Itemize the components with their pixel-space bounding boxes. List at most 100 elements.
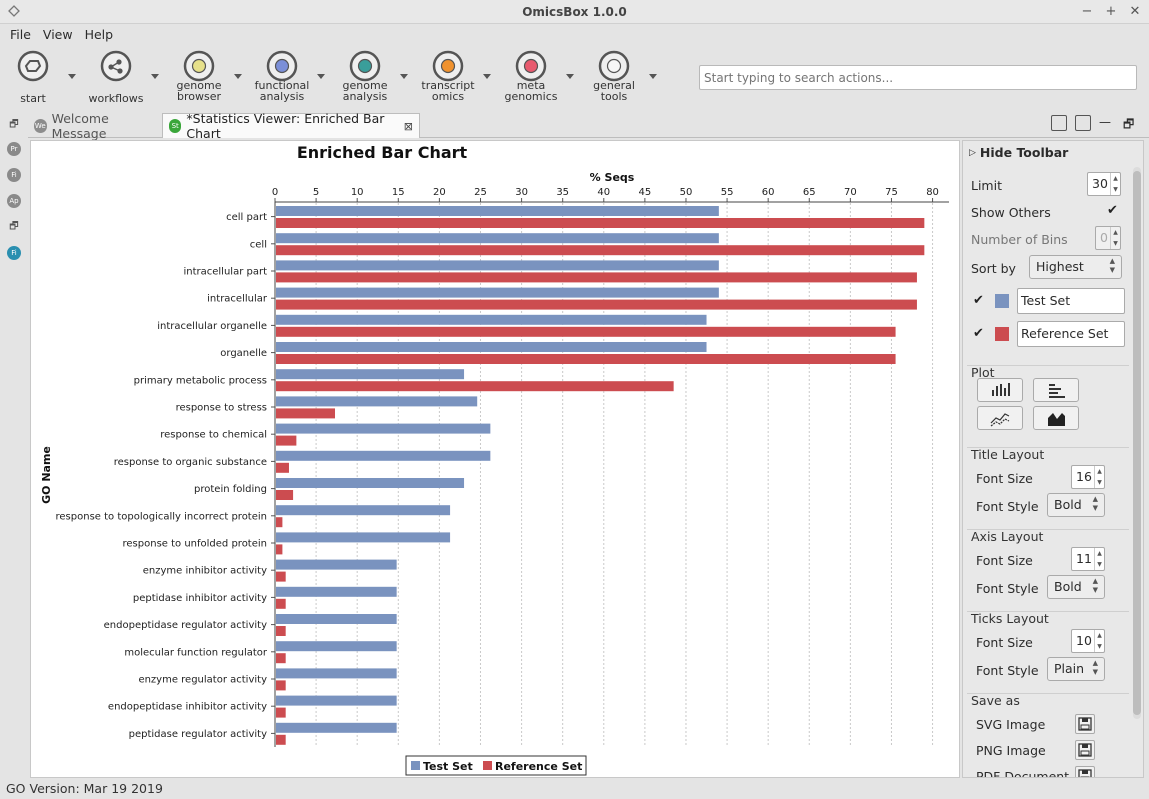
bar-test-set [276,287,719,298]
panel-scrollbar[interactable] [1133,167,1141,719]
title-bar: OmicsBox 1.0.0 − + ✕ [0,0,1149,24]
tool-start-button[interactable]: start [0,46,76,106]
tool-general-tools-button[interactable]: general tools [579,46,657,106]
test-set-checkbox[interactable]: ✔ [973,293,984,308]
side-view-fi-icon-2[interactable]: Fi [7,246,21,260]
dropdown-arrow-icon[interactable] [68,72,76,80]
menu-view[interactable]: View [42,26,73,42]
bar-test-set [276,722,397,733]
spinner-arrows-icon[interactable]: ▲ ▼ [1094,548,1104,570]
spinner-arrows-icon[interactable]: ▲ ▼ [1110,227,1120,249]
tool-label-line: omics [431,90,465,103]
save-png-button[interactable] [1075,740,1095,760]
dropdown-arrow-icon[interactable] [649,72,657,80]
y-tick-label: response to organic substance [114,457,267,468]
title-font-size-spinner[interactable]: 16 ▲ ▼ [1071,465,1105,489]
bins-spinner[interactable]: 0 ▲ ▼ [1095,226,1121,250]
axis-font-size-label: Font Size [976,553,1033,568]
dropdown-arrow-icon[interactable] [317,72,325,80]
side-view-fi-icon[interactable]: Fi [7,168,21,182]
hide-toolbar-toggle[interactable]: ▷ Hide Toolbar [969,145,1068,160]
maximize-view-icon[interactable]: 🗗 [1123,117,1135,131]
close-tab-icon[interactable]: ⊠ [403,119,413,133]
horizontal-bar-plot-button[interactable] [1033,378,1079,402]
bar-test-set [276,314,707,325]
tool-genome-browser-button[interactable]: genome browser [164,46,242,106]
dropdown-arrow-icon[interactable] [234,72,242,80]
menu-file[interactable]: File [10,26,31,42]
y-tick-label: enzyme inhibitor activity [143,566,267,577]
spinner-arrows-icon[interactable]: ▲ ▼ [1094,630,1104,652]
x-axis-label: % Seqs [590,171,635,184]
number-of-bins-label: Number of Bins [971,232,1068,247]
tab-welcome-message[interactable]: We Welcome Message [28,111,162,141]
legend-label: Test Set [423,760,473,773]
close-icon[interactable]: ✕ [1129,3,1141,19]
test-set-color-swatch[interactable] [995,294,1009,308]
title-font-style-select[interactable]: Bold ▲ ▼ [1047,493,1105,517]
bar-reference-set [276,517,283,528]
save-icon[interactable] [1051,115,1067,131]
sort-by-select[interactable]: Highest ▲ ▼ [1029,255,1122,279]
tool-transcript-omics-button[interactable]: transcript omics [413,46,491,106]
spinner-arrows-icon[interactable]: ▲ ▼ [1110,173,1120,195]
sort-by-label: Sort by [971,261,1016,276]
area-plot-button[interactable] [1033,406,1079,430]
line-plot-button[interactable] [977,406,1023,430]
search-actions-input[interactable] [699,65,1137,90]
restore-icon-2[interactable]: 🗗 [9,220,19,232]
side-view-pr-icon[interactable]: Pr [7,142,21,156]
ticks-font-size-spinner[interactable]: 10 ▲ ▼ [1071,629,1105,653]
minimize-view-icon[interactable]: — [1099,115,1111,129]
y-tick-label: response to chemical [160,430,267,441]
axis-font-size-spinner[interactable]: 11 ▲ ▼ [1071,547,1105,571]
save-all-icon[interactable] [1075,115,1091,131]
vertical-bar-plot-button[interactable] [977,378,1023,402]
tool-workflows-button[interactable]: workflows [81,46,159,106]
y-tick-label: organelle [220,348,267,359]
side-view-ap-icon[interactable]: Ap [7,194,21,208]
bar-reference-set [276,272,917,283]
title-layout-group: Title Layout Font Size 16 ▲ ▼ Font Style … [967,447,1129,527]
dropdown-arrow-icon[interactable] [400,72,408,80]
start-icon [17,50,49,82]
minimize-icon[interactable]: − [1081,3,1093,19]
bar-test-set [276,342,707,352]
save-pdf-button[interactable] [1075,766,1095,777]
dropdown-arrow-icon[interactable] [151,72,159,80]
maximize-icon[interactable]: + [1105,3,1117,19]
bar-test-set [276,478,465,488]
axis-font-style-select[interactable]: Bold ▲ ▼ [1047,575,1105,599]
bar-test-set [276,614,397,624]
tool-genome-analysis-button[interactable]: genome analysis [330,46,408,106]
y-tick-label: intracellular [207,294,268,305]
scrollbar-thumb[interactable] [1133,171,1141,715]
general-tools-icon [598,50,630,82]
y-tick-label: peptidase inhibitor activity [133,593,267,604]
dropdown-arrow-icon[interactable] [483,72,491,80]
bar-test-set [276,396,478,407]
restore-icon[interactable]: 🗗 [9,118,19,130]
menu-help[interactable]: Help [84,26,114,42]
x-tick-label: 65 [803,187,816,198]
ticks-font-style-select[interactable]: Plain ▲ ▼ [1047,657,1105,681]
title-font-style-label: Font Style [976,499,1039,514]
bar-reference-set [276,734,286,745]
tool-functional-analysis-button[interactable]: functional analysis [247,46,325,106]
spinner-arrows-icon[interactable]: ▲ ▼ [1094,466,1104,488]
ticks-font-size-value: 10 [1076,633,1092,648]
save-svg-button[interactable] [1075,714,1095,734]
tool-meta-genomics-button[interactable]: meta genomics [496,46,574,106]
reference-set-name-field[interactable]: Reference Set [1017,321,1125,347]
show-others-checkbox[interactable]: ✔ [1107,203,1118,218]
tab-statistics-viewer[interactable]: St *Statistics Viewer: Enriched Bar Char… [162,111,420,141]
test-set-name-field[interactable]: Test Set [1017,288,1125,314]
bar-test-set [276,423,491,434]
tool-label-line: start [20,92,46,105]
x-tick-label: 75 [885,187,898,198]
reference-set-color-swatch[interactable] [995,327,1009,341]
dropdown-arrow-icon[interactable] [566,72,574,80]
tool-label-line: general [593,79,635,92]
limit-spinner[interactable]: 30 ▲ ▼ [1087,172,1121,196]
reference-set-checkbox[interactable]: ✔ [973,326,984,341]
